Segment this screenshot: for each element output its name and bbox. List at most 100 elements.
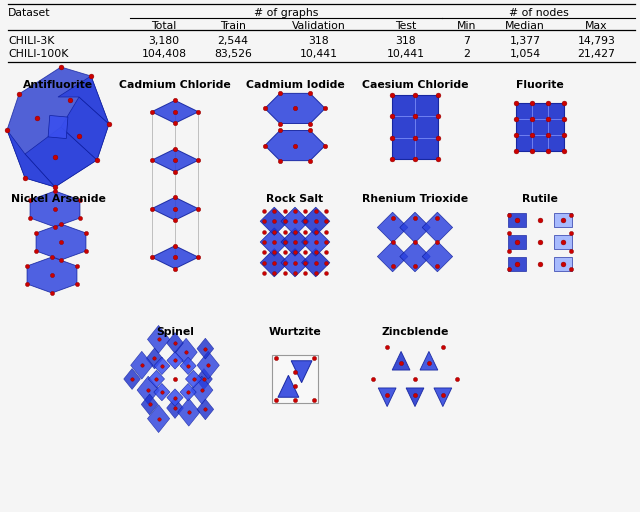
Polygon shape (180, 383, 196, 401)
Bar (554, 257, 572, 271)
Polygon shape (301, 228, 330, 256)
Polygon shape (278, 375, 299, 397)
Polygon shape (175, 338, 197, 366)
Polygon shape (7, 130, 55, 187)
Polygon shape (27, 257, 77, 293)
Polygon shape (378, 241, 408, 272)
Text: # of nodes: # of nodes (509, 8, 568, 18)
Polygon shape (281, 207, 309, 236)
Bar (508, 234, 526, 249)
Polygon shape (197, 338, 214, 359)
Text: Train: Train (220, 21, 246, 31)
Polygon shape (378, 212, 408, 243)
Text: Nickel Arsenide: Nickel Arsenide (11, 194, 106, 204)
Text: Total: Total (152, 21, 177, 31)
Polygon shape (36, 224, 86, 260)
Polygon shape (265, 93, 325, 123)
Text: Cadmium Chloride: Cadmium Chloride (119, 80, 231, 90)
Polygon shape (152, 149, 198, 172)
Text: 21,427: 21,427 (577, 49, 616, 59)
Polygon shape (186, 370, 202, 388)
Polygon shape (260, 249, 289, 277)
Polygon shape (434, 388, 452, 407)
Text: 3,180: 3,180 (148, 36, 180, 46)
Polygon shape (301, 249, 330, 277)
Text: 104,408: 104,408 (141, 49, 186, 59)
Polygon shape (191, 376, 213, 404)
Polygon shape (147, 404, 170, 433)
Polygon shape (154, 383, 170, 401)
Text: 2: 2 (463, 49, 470, 59)
Text: Wurtzite: Wurtzite (269, 327, 321, 337)
Text: Caesium Chloride: Caesium Chloride (362, 80, 468, 90)
Polygon shape (378, 388, 396, 407)
Polygon shape (154, 357, 170, 375)
Polygon shape (58, 76, 109, 124)
Polygon shape (422, 241, 452, 272)
Polygon shape (148, 370, 164, 388)
Text: Rutile: Rutile (522, 194, 558, 204)
Polygon shape (422, 212, 452, 243)
Polygon shape (420, 351, 438, 370)
Text: CHILI-100K: CHILI-100K (8, 49, 68, 59)
Polygon shape (25, 127, 97, 187)
Text: 1,054: 1,054 (509, 49, 541, 59)
Polygon shape (291, 361, 312, 382)
Polygon shape (152, 100, 198, 123)
Text: 318: 318 (308, 36, 330, 46)
Polygon shape (166, 333, 183, 353)
Text: Cadmium Iodide: Cadmium Iodide (246, 80, 344, 90)
Text: 1,377: 1,377 (509, 36, 541, 46)
Polygon shape (48, 115, 68, 139)
Polygon shape (167, 389, 183, 406)
Text: Dataset: Dataset (8, 8, 51, 18)
Polygon shape (131, 351, 153, 379)
Polygon shape (152, 246, 198, 269)
Polygon shape (400, 241, 430, 272)
Text: # of graphs: # of graphs (254, 8, 318, 18)
Bar (516, 103, 564, 151)
Polygon shape (147, 326, 170, 353)
Text: Spinel: Spinel (156, 327, 194, 337)
Polygon shape (180, 357, 196, 375)
Polygon shape (166, 397, 183, 418)
Polygon shape (197, 399, 214, 420)
Bar (392, 95, 438, 159)
Polygon shape (124, 369, 140, 390)
Bar (554, 212, 572, 227)
Text: 7: 7 (463, 36, 470, 46)
Text: 14,793: 14,793 (577, 36, 616, 46)
Polygon shape (167, 352, 183, 369)
Text: CHILI-3K: CHILI-3K (8, 36, 54, 46)
Polygon shape (392, 351, 410, 370)
Text: 10,441: 10,441 (387, 49, 425, 59)
Text: 10,441: 10,441 (300, 49, 338, 59)
Text: 2,544: 2,544 (218, 36, 248, 46)
Text: Median: Median (505, 21, 545, 31)
Polygon shape (260, 228, 289, 256)
Text: Zincblende: Zincblende (381, 327, 449, 337)
Polygon shape (196, 369, 212, 390)
Text: Rhenium Trioxide: Rhenium Trioxide (362, 194, 468, 204)
Text: Test: Test (396, 21, 417, 31)
Polygon shape (265, 131, 325, 161)
Text: Antifluorite: Antifluorite (23, 80, 93, 90)
Text: Rock Salt: Rock Salt (266, 194, 324, 204)
Polygon shape (260, 207, 289, 236)
Polygon shape (146, 348, 163, 369)
Bar (508, 212, 526, 227)
Polygon shape (30, 191, 80, 227)
Text: Validation: Validation (292, 21, 346, 31)
Polygon shape (61, 97, 109, 160)
Text: 83,526: 83,526 (214, 49, 252, 59)
Text: Fluorite: Fluorite (516, 80, 564, 90)
Bar (554, 234, 572, 249)
Bar (273, 355, 317, 403)
Bar (508, 257, 526, 271)
Polygon shape (141, 394, 158, 415)
Polygon shape (197, 351, 220, 379)
Polygon shape (7, 67, 109, 187)
Polygon shape (281, 249, 309, 277)
Polygon shape (281, 228, 309, 256)
Polygon shape (301, 207, 330, 236)
